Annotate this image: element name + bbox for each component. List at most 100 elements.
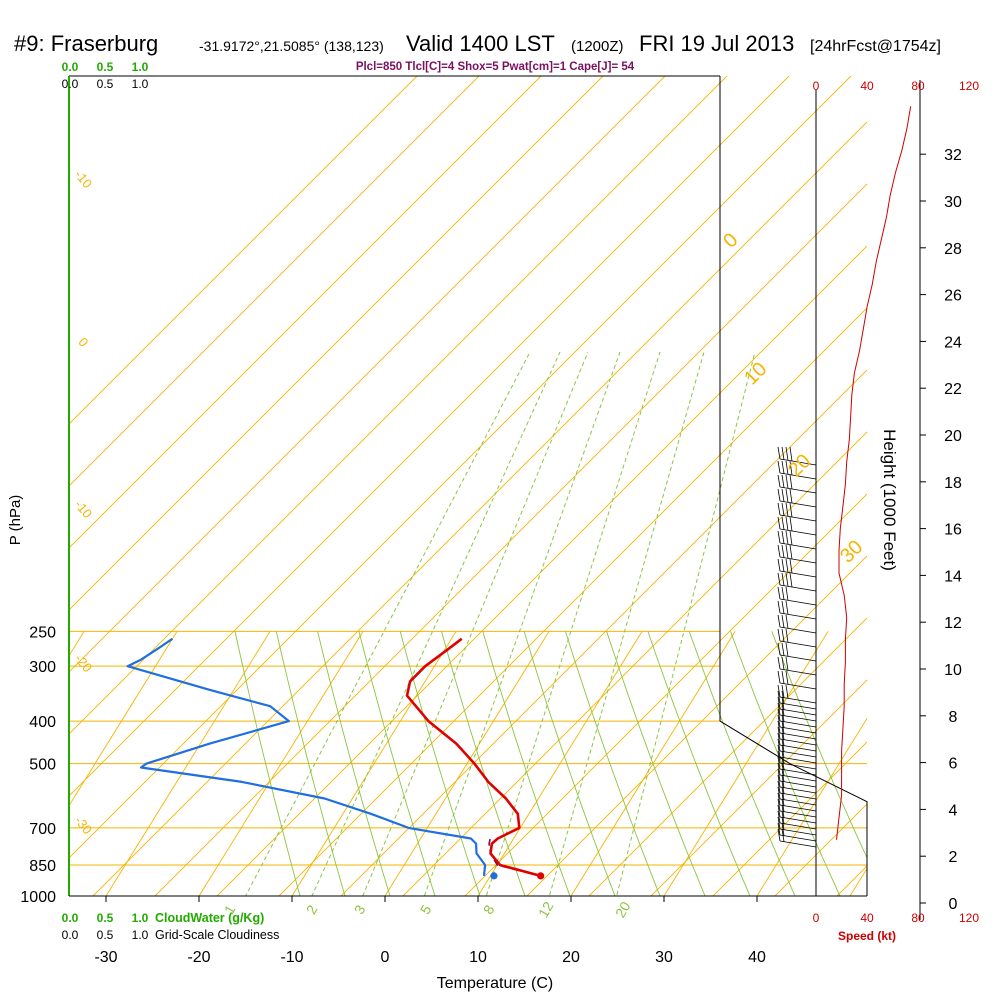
wind-barb-feather <box>785 474 789 489</box>
moist-adiabat <box>523 631 616 896</box>
wind-barb-feather <box>781 488 785 502</box>
cloud-water-tick-bottom: 0.5 <box>97 911 114 925</box>
wind-barb-feather <box>781 502 785 516</box>
wind-barb <box>779 682 817 690</box>
forecast-label: [24hrFcst@1754z] <box>810 38 941 55</box>
x-tick-label: 0 <box>381 949 390 966</box>
adiabat-line <box>278 307 867 896</box>
wind-barb <box>779 822 817 830</box>
wind-barb-feather <box>781 656 785 670</box>
speed-tick-bottom: 120 <box>959 911 979 925</box>
wind-barb <box>779 640 817 648</box>
parcel-info: Plcl=850 Tlcl[C]=4 Shox=5 Pwat[cm]=1 Cap… <box>356 61 635 73</box>
wind-barb-feather <box>785 614 789 629</box>
wind-barb-feather <box>777 690 781 704</box>
adiabat-line <box>69 76 728 735</box>
height-tick-label: 20 <box>944 428 962 445</box>
adiabat-line <box>650 679 867 896</box>
height-tick-label: 28 <box>944 241 962 258</box>
wind-layer <box>777 106 912 848</box>
wind-barb <box>779 792 817 800</box>
isotherm-line <box>756 717 867 896</box>
wind-barb-feather <box>777 502 781 516</box>
wind-barb-feather <box>781 586 785 600</box>
wind-barb <box>779 702 817 710</box>
cloudiness-tick-bottom: 0.0 <box>62 928 79 942</box>
wind-barb-feather <box>777 816 781 830</box>
moist-adiabat <box>275 631 346 896</box>
height-tick-label: 22 <box>944 381 962 398</box>
wind-barb-feather <box>789 572 793 588</box>
wind-barb-feather <box>789 460 793 476</box>
mixing-ratio-label: 8 <box>480 902 498 917</box>
wind-barb-feather <box>785 656 789 671</box>
isotherm-label: 0 <box>75 335 91 350</box>
wind-barb <box>779 584 817 592</box>
wind-barb-feather <box>777 656 781 670</box>
pressure-tick-label: 850 <box>29 858 56 875</box>
wind-barb-feather <box>777 572 781 586</box>
wind-barb-feather <box>777 446 781 460</box>
wind-barb <box>779 458 817 466</box>
moist-adiabat <box>688 631 796 896</box>
wind-barb-feather <box>785 684 789 699</box>
adiabat-line <box>588 617 867 896</box>
wind-barb-feather <box>781 460 785 474</box>
wind-barb-feather <box>777 786 781 800</box>
height-tick-label: 12 <box>944 615 962 632</box>
wind-barb-feather <box>777 774 781 788</box>
parcel-line <box>488 838 541 877</box>
mixing-ratio-line <box>548 351 705 896</box>
wind-barb-feather <box>781 446 785 460</box>
wind-barb <box>779 744 817 752</box>
wind-barb-feather <box>789 558 793 574</box>
wind-barb <box>779 486 817 494</box>
speed-tick-bottom: 40 <box>860 911 874 925</box>
wind-barb-feather <box>781 474 785 488</box>
wind-barb-feather <box>777 702 781 716</box>
adiabat-line <box>712 741 867 896</box>
wind-barb <box>779 528 817 536</box>
height-tick-label: 6 <box>949 756 958 773</box>
wind-barb-feather <box>781 614 785 628</box>
wind-barb-feather <box>777 530 781 544</box>
mixing-ratio-label: 12 <box>535 899 557 921</box>
height-tick-label: 16 <box>944 522 962 539</box>
adiabat-line <box>92 121 867 896</box>
series-layer <box>126 637 545 880</box>
wind-barb-feather <box>777 714 781 728</box>
wind-barb-feather <box>789 516 793 532</box>
height-tick-label: 8 <box>949 709 958 726</box>
speed-tick-top: 40 <box>860 79 874 93</box>
wind-barb-feather <box>789 530 793 546</box>
adiabat-line <box>961 76 1000 896</box>
wind-barb-feather <box>781 642 785 656</box>
wind-barb-feather <box>777 516 781 530</box>
moist-adiabat <box>564 631 661 896</box>
wind-barb <box>779 570 817 578</box>
wind-barb-feather <box>781 572 785 586</box>
moist-adiabat <box>647 631 751 896</box>
wind-barb-feather <box>777 586 781 600</box>
adiabat-line <box>526 555 867 896</box>
wind-barb-feather <box>781 600 785 614</box>
x-axis-title: Temperature (C) <box>437 975 553 992</box>
wind-barb-feather <box>777 708 781 722</box>
x-tick-label: 10 <box>469 949 487 966</box>
wind-barb <box>779 720 817 728</box>
cloud-water-tick-top: 0.0 <box>62 60 79 74</box>
wind-barb-feather <box>781 628 785 642</box>
wind-barb <box>779 762 817 770</box>
x-tick-label: -20 <box>187 949 210 966</box>
wind-barb-feather <box>785 544 789 559</box>
adiabat-line <box>340 369 867 896</box>
wind-barb-feather <box>785 572 789 587</box>
moist-adiabat <box>482 631 571 896</box>
isotherm-line <box>384 631 550 896</box>
valid-date: FRI 19 Jul 2013 <box>639 31 794 56</box>
wind-barb-feather <box>785 628 789 643</box>
cloudiness-label: Grid-Scale Cloudiness <box>155 928 279 942</box>
wind-barb <box>779 668 817 676</box>
speed-tick-bottom: 0 <box>813 911 820 925</box>
cloudiness-tick-top: 0.0 <box>62 77 79 91</box>
